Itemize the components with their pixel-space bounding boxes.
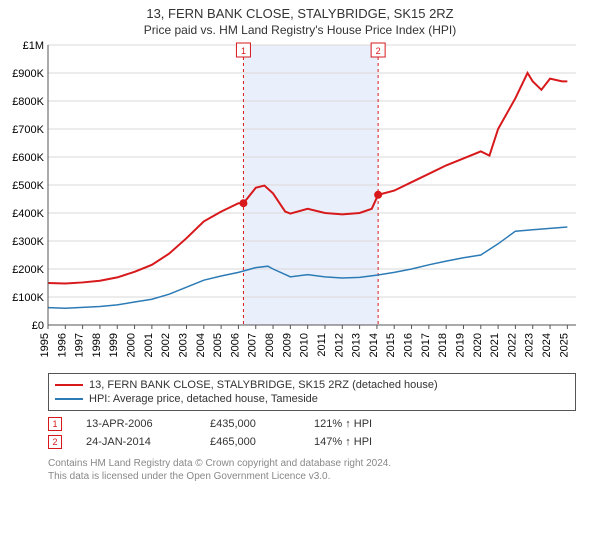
legend-swatch	[55, 398, 83, 400]
footer: Contains HM Land Registry data © Crown c…	[48, 457, 576, 483]
svg-text:2006: 2006	[229, 333, 241, 357]
svg-text:£500K: £500K	[12, 180, 44, 192]
svg-text:£400K: £400K	[12, 208, 44, 220]
svg-text:1995: 1995	[39, 333, 51, 357]
svg-text:2003: 2003	[177, 333, 189, 357]
svg-text:1996: 1996	[56, 333, 68, 357]
svg-text:2000: 2000	[126, 333, 138, 357]
svg-text:£700K: £700K	[12, 124, 44, 136]
sale-marker-icon: 1	[48, 417, 62, 431]
svg-text:2004: 2004	[195, 333, 207, 357]
svg-text:2011: 2011	[316, 333, 328, 357]
legend: 13, FERN BANK CLOSE, STALYBRIDGE, SK15 2…	[48, 373, 576, 411]
svg-text:2017: 2017	[420, 333, 432, 357]
price-chart: £0 £100K £200K £300K £400K £500K £600K £700K £80…	[0, 37, 600, 367]
svg-text:£1M: £1M	[23, 40, 44, 52]
svg-text:2010: 2010	[299, 333, 311, 357]
sales-table: 1 13-APR-2006 £435,000 121% ↑ HPI 2 24-J…	[48, 415, 576, 451]
legend-swatch	[55, 384, 83, 386]
svg-text:£200K: £200K	[12, 264, 44, 276]
svg-text:1: 1	[241, 46, 246, 56]
sale-row: 2 24-JAN-2014 £465,000 147% ↑ HPI	[48, 433, 576, 451]
sale-date: 13-APR-2006	[86, 418, 186, 430]
svg-text:2016: 2016	[403, 333, 415, 357]
footer-line: Contains HM Land Registry data © Crown c…	[48, 457, 576, 470]
sale-row: 1 13-APR-2006 £435,000 121% ↑ HPI	[48, 415, 576, 433]
svg-text:2025: 2025	[558, 333, 570, 357]
svg-text:£900K: £900K	[12, 68, 44, 80]
chart-title: 13, FERN BANK CLOSE, STALYBRIDGE, SK15 2…	[0, 0, 600, 21]
svg-text:2001: 2001	[143, 333, 155, 357]
sale-price: £435,000	[210, 418, 290, 430]
svg-text:2: 2	[376, 46, 381, 56]
sale-price: £465,000	[210, 436, 290, 448]
svg-text:2002: 2002	[160, 333, 172, 357]
sale-delta: 121% ↑ HPI	[314, 418, 372, 430]
svg-text:1999: 1999	[108, 333, 120, 357]
svg-text:2019: 2019	[454, 333, 466, 357]
svg-text:2008: 2008	[264, 333, 276, 357]
svg-text:1997: 1997	[74, 333, 86, 357]
sale-date: 24-JAN-2014	[86, 436, 186, 448]
svg-text:2007: 2007	[247, 333, 259, 357]
svg-text:2012: 2012	[333, 333, 345, 357]
svg-text:2015: 2015	[385, 333, 397, 357]
svg-text:2013: 2013	[351, 333, 363, 357]
svg-text:£100K: £100K	[12, 292, 44, 304]
svg-text:2022: 2022	[506, 333, 518, 357]
svg-text:£800K: £800K	[12, 96, 44, 108]
sale-delta: 147% ↑ HPI	[314, 436, 372, 448]
svg-text:2021: 2021	[489, 333, 501, 357]
svg-text:£300K: £300K	[12, 236, 44, 248]
legend-item: 13, FERN BANK CLOSE, STALYBRIDGE, SK15 2…	[55, 378, 569, 392]
svg-text:2009: 2009	[281, 333, 293, 357]
legend-item: HPI: Average price, detached house, Tame…	[55, 392, 569, 406]
svg-text:2023: 2023	[524, 333, 536, 357]
footer-line: This data is licensed under the Open Gov…	[48, 470, 576, 483]
chart-subtitle: Price paid vs. HM Land Registry's House …	[0, 21, 600, 37]
svg-text:2018: 2018	[437, 333, 449, 357]
svg-text:2020: 2020	[472, 333, 484, 357]
sale-marker-icon: 2	[48, 435, 62, 449]
svg-text:£600K: £600K	[12, 152, 44, 164]
legend-label: 13, FERN BANK CLOSE, STALYBRIDGE, SK15 2…	[89, 379, 438, 391]
svg-text:2014: 2014	[368, 333, 380, 357]
legend-label: HPI: Average price, detached house, Tame…	[89, 393, 318, 405]
svg-text:2024: 2024	[541, 333, 553, 357]
svg-text:2005: 2005	[212, 333, 224, 357]
svg-text:£0: £0	[32, 320, 44, 332]
svg-text:1998: 1998	[91, 333, 103, 357]
